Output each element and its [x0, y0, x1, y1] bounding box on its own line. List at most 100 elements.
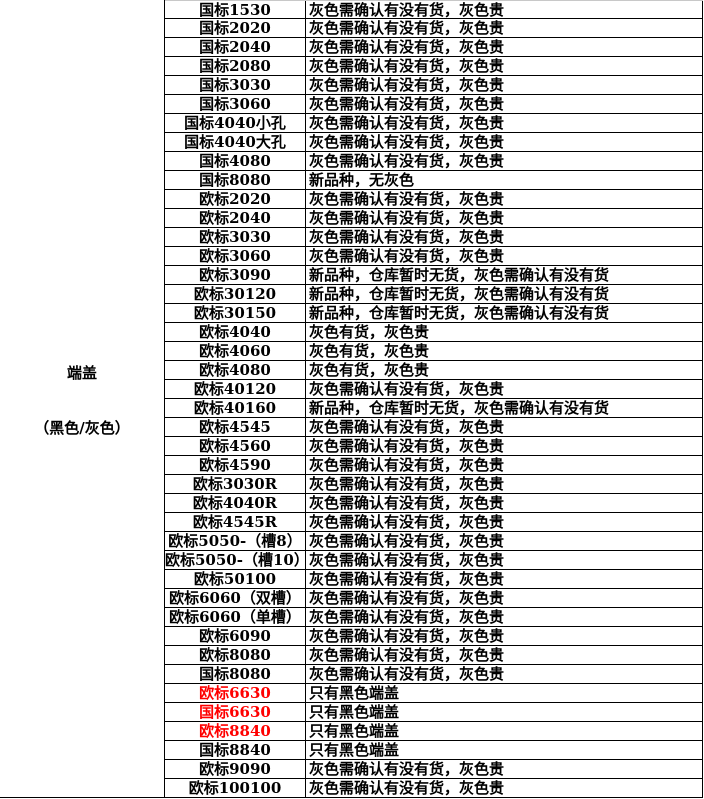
model-cell[interactable]: 欧标4590 [165, 456, 306, 474]
note-cell[interactable]: 灰色需确认有没有货，灰色贵 [306, 589, 703, 607]
note-cell[interactable]: 新品种，仓库暂时无货，灰色需确认有没有货 [306, 266, 703, 284]
table-row: 欧标6630 只有黑色端盖 [165, 684, 703, 703]
model-cell[interactable]: 欧标4060 [165, 342, 306, 360]
note-cell[interactable]: 灰色需确认有没有货，灰色贵 [306, 76, 703, 94]
model-cell[interactable]: 欧标40160 [165, 399, 306, 417]
model-cell[interactable]: 国标1530 [165, 1, 306, 18]
model-cell[interactable]: 国标8840 [165, 741, 306, 759]
model-cell[interactable]: 欧标30150 [165, 304, 306, 322]
note-cell[interactable]: 灰色需确认有没有货，灰色贵 [306, 418, 703, 436]
note-cell[interactable]: 灰色需确认有没有货，灰色贵 [306, 152, 703, 170]
note-cell[interactable]: 灰色需确认有没有货，灰色贵 [306, 247, 703, 265]
note-cell[interactable]: 灰色需确认有没有货，灰色贵 [306, 665, 703, 683]
model-cell[interactable]: 欧标6630 [165, 684, 306, 702]
note-cell[interactable]: 灰色需确认有没有货，灰色贵 [306, 646, 703, 664]
note-cell[interactable]: 灰色需确认有没有货，灰色贵 [306, 551, 703, 569]
model-cell[interactable]: 国标8080 [165, 171, 306, 189]
model-cell[interactable]: 欧标4040R [165, 494, 306, 512]
model-cell[interactable]: 欧标30120 [165, 285, 306, 303]
note-cell[interactable]: 新品种，仓库暂时无货，灰色需确认有没有货 [306, 399, 703, 417]
model-cell[interactable]: 国标8080 [165, 665, 306, 683]
note-cell[interactable]: 灰色有货，灰色贵 [306, 342, 703, 360]
table-row: 欧标40120 灰色需确认有没有货，灰色贵 [165, 380, 703, 399]
table-row: 欧标2020 灰色需确认有没有货，灰色贵 [165, 190, 703, 209]
note-cell[interactable]: 灰色需确认有没有货，灰色贵 [306, 627, 703, 645]
note-cell[interactable]: 灰色需确认有没有货，灰色贵 [306, 608, 703, 626]
note-cell[interactable]: 灰色需确认有没有货，灰色贵 [306, 1, 703, 18]
model-cell[interactable]: 欧标8840 [165, 722, 306, 740]
model-cell[interactable]: 欧标3090 [165, 266, 306, 284]
model-cell[interactable]: 欧标5050-（槽8） [165, 532, 306, 550]
model-cell[interactable]: 欧标2020 [165, 190, 306, 208]
note-cell[interactable]: 新品种，无灰色 [306, 171, 703, 189]
model-cell[interactable]: 欧标4560 [165, 437, 306, 455]
note-cell[interactable]: 只有黑色端盖 [306, 703, 703, 721]
table-row: 国标6630 只有黑色端盖 [165, 703, 703, 722]
note-cell[interactable]: 灰色需确认有没有货，灰色贵 [306, 380, 703, 398]
note-cell[interactable]: 灰色需确认有没有货，灰色贵 [306, 513, 703, 531]
model-cell[interactable]: 国标4040小孔 [165, 114, 306, 132]
model-cell[interactable]: 欧标3060 [165, 247, 306, 265]
model-cell[interactable]: 欧标4080 [165, 361, 306, 379]
model-cell[interactable]: 国标6630 [165, 703, 306, 721]
note-cell[interactable]: 灰色需确认有没有货，灰色贵 [306, 228, 703, 246]
note-cell[interactable]: 灰色有货，灰色贵 [306, 323, 703, 341]
note-cell[interactable]: 灰色有货，灰色贵 [306, 361, 703, 379]
model-cell[interactable]: 欧标6060（双槽） [165, 589, 306, 607]
category-title: 端盖 [66, 364, 97, 382]
note-cell[interactable]: 灰色需确认有没有货，灰色贵 [306, 437, 703, 455]
model-cell[interactable]: 国标4080 [165, 152, 306, 170]
note-cell[interactable]: 只有黑色端盖 [306, 722, 703, 740]
note-cell[interactable]: 灰色需确认有没有货，灰色贵 [306, 760, 703, 778]
note-cell[interactable]: 灰色需确认有没有货，灰色贵 [306, 57, 703, 75]
note-cell[interactable]: 只有黑色端盖 [306, 741, 703, 759]
note-cell[interactable]: 灰色需确认有没有货，灰色贵 [306, 475, 703, 493]
note-cell[interactable]: 灰色需确认有没有货，灰色贵 [306, 190, 703, 208]
model-cell[interactable]: 欧标9090 [165, 760, 306, 778]
note-cell[interactable]: 只有黑色端盖 [306, 684, 703, 702]
model-cell[interactable]: 国标3060 [165, 95, 306, 113]
table-row: 国标4080 灰色需确认有没有货，灰色贵 [165, 152, 703, 171]
model-cell[interactable]: 国标4040大孔 [165, 133, 306, 151]
note-cell[interactable]: 灰色需确认有没有货，灰色贵 [306, 38, 703, 56]
model-cell[interactable]: 国标2080 [165, 57, 306, 75]
model-cell[interactable]: 欧标6060（单槽） [165, 608, 306, 626]
note-cell[interactable]: 新品种，仓库暂时无货，灰色需确认有没有货 [306, 304, 703, 322]
note-cell[interactable]: 灰色需确认有没有货，灰色贵 [306, 456, 703, 474]
note-cell[interactable]: 新品种，仓库暂时无货，灰色需确认有没有货 [306, 285, 703, 303]
model-cell[interactable]: 国标2020 [165, 19, 306, 37]
table-row: 欧标5050-（槽8） 灰色需确认有没有货，灰色贵 [165, 532, 703, 551]
model-cell[interactable]: 国标2040 [165, 38, 306, 56]
model-cell[interactable]: 欧标8080 [165, 646, 306, 664]
note-cell[interactable]: 灰色需确认有没有货，灰色贵 [306, 19, 703, 37]
model-cell[interactable]: 欧标4040 [165, 323, 306, 341]
model-cell[interactable]: 欧标100100 [165, 779, 306, 797]
note-cell[interactable]: 灰色需确认有没有货，灰色贵 [306, 570, 703, 588]
model-cell[interactable]: 欧标50100 [165, 570, 306, 588]
note-cell[interactable]: 灰色需确认有没有货，灰色贵 [306, 114, 703, 132]
note-cell[interactable]: 灰色需确认有没有货，灰色贵 [306, 133, 703, 151]
model-cell[interactable]: 欧标3030R [165, 475, 306, 493]
model-cell[interactable]: 欧标6090 [165, 627, 306, 645]
note-cell[interactable]: 灰色需确认有没有货，灰色贵 [306, 209, 703, 227]
note-cell[interactable]: 灰色需确认有没有货，灰色贵 [306, 779, 703, 797]
note-cell[interactable]: 灰色需确认有没有货，灰色贵 [306, 494, 703, 512]
category-subtitle: （黑色/灰色） [34, 419, 130, 437]
model-cell[interactable]: 欧标4545R [165, 513, 306, 531]
model-cell[interactable]: 欧标4545 [165, 418, 306, 436]
model-cell[interactable]: 欧标2040 [165, 209, 306, 227]
table-row: 欧标9090 灰色需确认有没有货，灰色贵 [165, 760, 703, 779]
table-row: 欧标30150 新品种，仓库暂时无货，灰色需确认有没有货 [165, 304, 703, 323]
note-cell[interactable]: 灰色需确认有没有货，灰色贵 [306, 95, 703, 113]
model-cell[interactable]: 欧标5050-（槽10） [165, 551, 306, 569]
table-row: 国标8080 灰色需确认有没有货，灰色贵 [165, 665, 703, 684]
note-cell[interactable]: 灰色需确认有没有货，灰色贵 [306, 532, 703, 550]
table-row: 国标3060 灰色需确认有没有货，灰色贵 [165, 95, 703, 114]
model-cell[interactable]: 欧标40120 [165, 380, 306, 398]
model-cell[interactable]: 欧标3030 [165, 228, 306, 246]
table-row: 欧标4060 灰色有货，灰色贵 [165, 342, 703, 361]
category-cell[interactable]: 端盖 （黑色/灰色） [0, 0, 165, 798]
table-row: 欧标3090 新品种，仓库暂时无货，灰色需确认有没有货 [165, 266, 703, 285]
model-cell[interactable]: 国标3030 [165, 76, 306, 94]
